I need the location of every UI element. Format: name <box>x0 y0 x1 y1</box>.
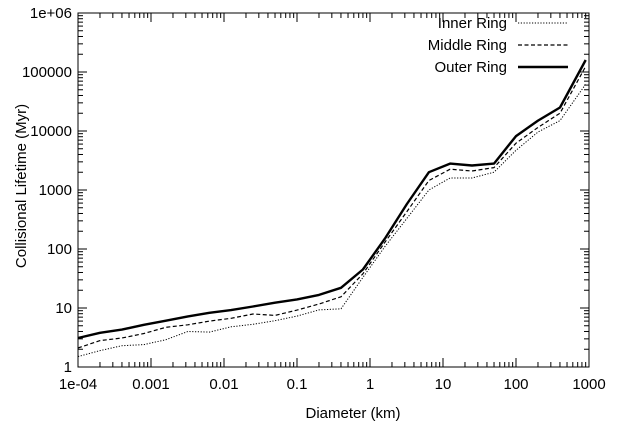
middle-ring-line <box>77 66 587 349</box>
legend-label-middle-ring: Middle Ring <box>428 37 507 54</box>
inner-ring-line <box>77 83 587 358</box>
x-tick-label: 1 <box>366 376 374 393</box>
x-tick-label: 0.1 <box>287 376 308 393</box>
plot-area-border <box>77 12 590 368</box>
y-tick-label: 100 <box>47 241 72 258</box>
x-axis-label: Diameter (km) <box>305 405 400 422</box>
x-tick-label: 1000 <box>572 376 605 393</box>
x-tick-label: 0.01 <box>209 376 238 393</box>
y-tick-label: 1e+06 <box>30 5 72 22</box>
legend: Inner Ring Middle Ring Outer Ring <box>428 15 568 76</box>
y-tick-label: 10 <box>55 300 72 317</box>
y-tick-label: 10000 <box>30 123 72 140</box>
y-axis-label: Collisional Lifetime (Myr) <box>13 104 30 268</box>
series-layer <box>77 59 587 358</box>
x-tick-label: 0.001 <box>132 376 170 393</box>
x-tick-label: 1e-04 <box>59 376 97 393</box>
plot-frame <box>77 12 590 368</box>
legend-label-outer-ring: Outer Ring <box>434 59 507 76</box>
y-tick-label: 1 <box>64 359 72 376</box>
legend-label-inner-ring: Inner Ring <box>438 15 507 32</box>
y-tick-label: 1000 <box>39 182 72 199</box>
x-axis-ticks: 1e-04 0.001 0.01 0.1 1 10 100 1000 <box>59 13 606 393</box>
x-tick-label: 10 <box>435 376 452 393</box>
y-tick-label: 100000 <box>22 64 72 81</box>
x-tick-label: 100 <box>503 376 528 393</box>
y-axis-ticks: 1 10 100 1000 10000 100000 1e+06 <box>22 5 589 376</box>
outer-ring-line <box>77 59 587 340</box>
